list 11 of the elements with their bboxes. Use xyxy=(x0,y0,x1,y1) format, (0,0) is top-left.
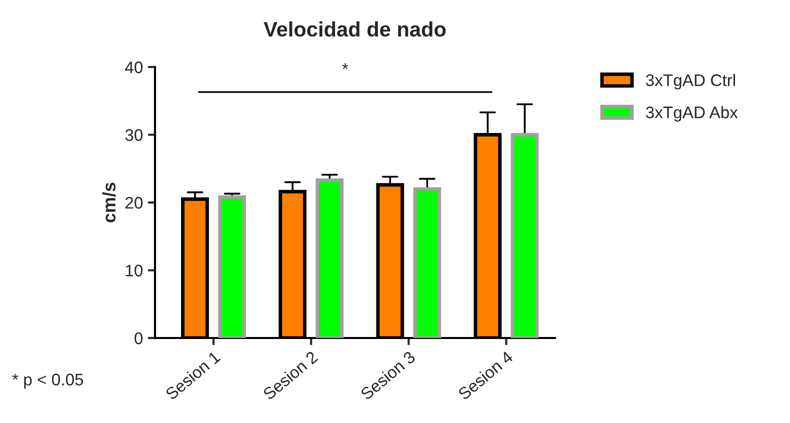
y-tick-label: 30 xyxy=(125,129,143,141)
y-axis-title: cm/s xyxy=(102,182,116,222)
y-tick-label: 20 xyxy=(125,196,143,209)
y-tick-label: 10 xyxy=(126,264,143,276)
legend-label: 3xTgAD Abx xyxy=(646,106,738,122)
legend-label: 3xTgAD Ctrl xyxy=(646,74,735,90)
text: * p < 0.05 xyxy=(12,374,84,389)
y-tick-label: 40 xyxy=(125,61,143,74)
y-tick-label: 0 xyxy=(134,332,143,344)
ref-line-label: * xyxy=(342,63,348,70)
chart-title: Velocidad de nado xyxy=(264,21,446,37)
